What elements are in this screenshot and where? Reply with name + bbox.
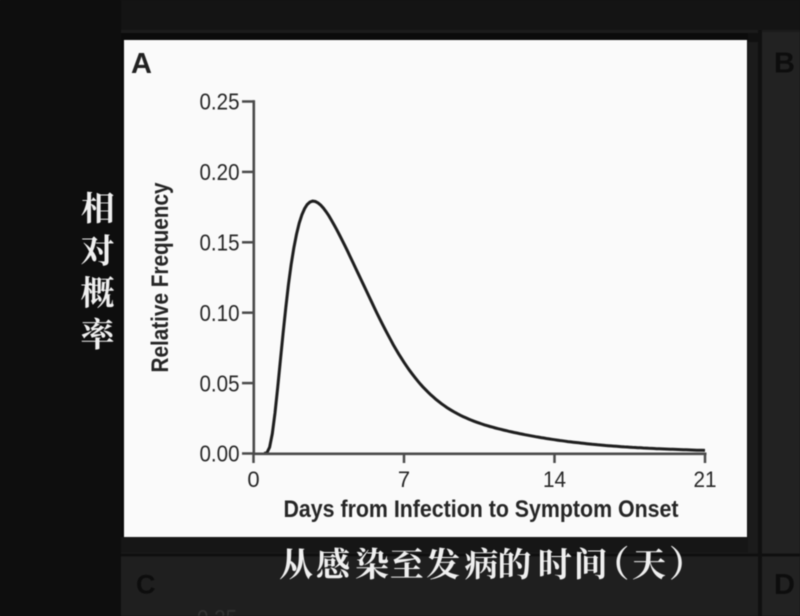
svg-text:7: 7: [398, 467, 410, 492]
svg-text:0.00: 0.00: [200, 441, 240, 467]
svg-text:Days from Infection to Symptom: Days from Infection to Symptom Onset: [284, 496, 679, 523]
svg-text:0.10: 0.10: [200, 300, 240, 326]
svg-text:A: A: [131, 48, 152, 80]
svg-text:14: 14: [543, 467, 566, 492]
svg-text:0.25: 0.25: [200, 89, 240, 115]
svg-text:0.25: 0.25: [197, 605, 237, 616]
svg-text:C: C: [136, 570, 156, 600]
svg-text:0: 0: [247, 467, 259, 492]
svg-text:Relative Frequency: Relative Frequency: [147, 182, 174, 373]
svg-text:B: B: [774, 48, 795, 80]
svg-text:D: D: [774, 569, 795, 601]
svg-text:21: 21: [694, 467, 717, 492]
svg-text:0.20: 0.20: [200, 159, 240, 185]
svg-text:0.05: 0.05: [200, 370, 240, 396]
svg-text:0.15: 0.15: [200, 230, 240, 256]
